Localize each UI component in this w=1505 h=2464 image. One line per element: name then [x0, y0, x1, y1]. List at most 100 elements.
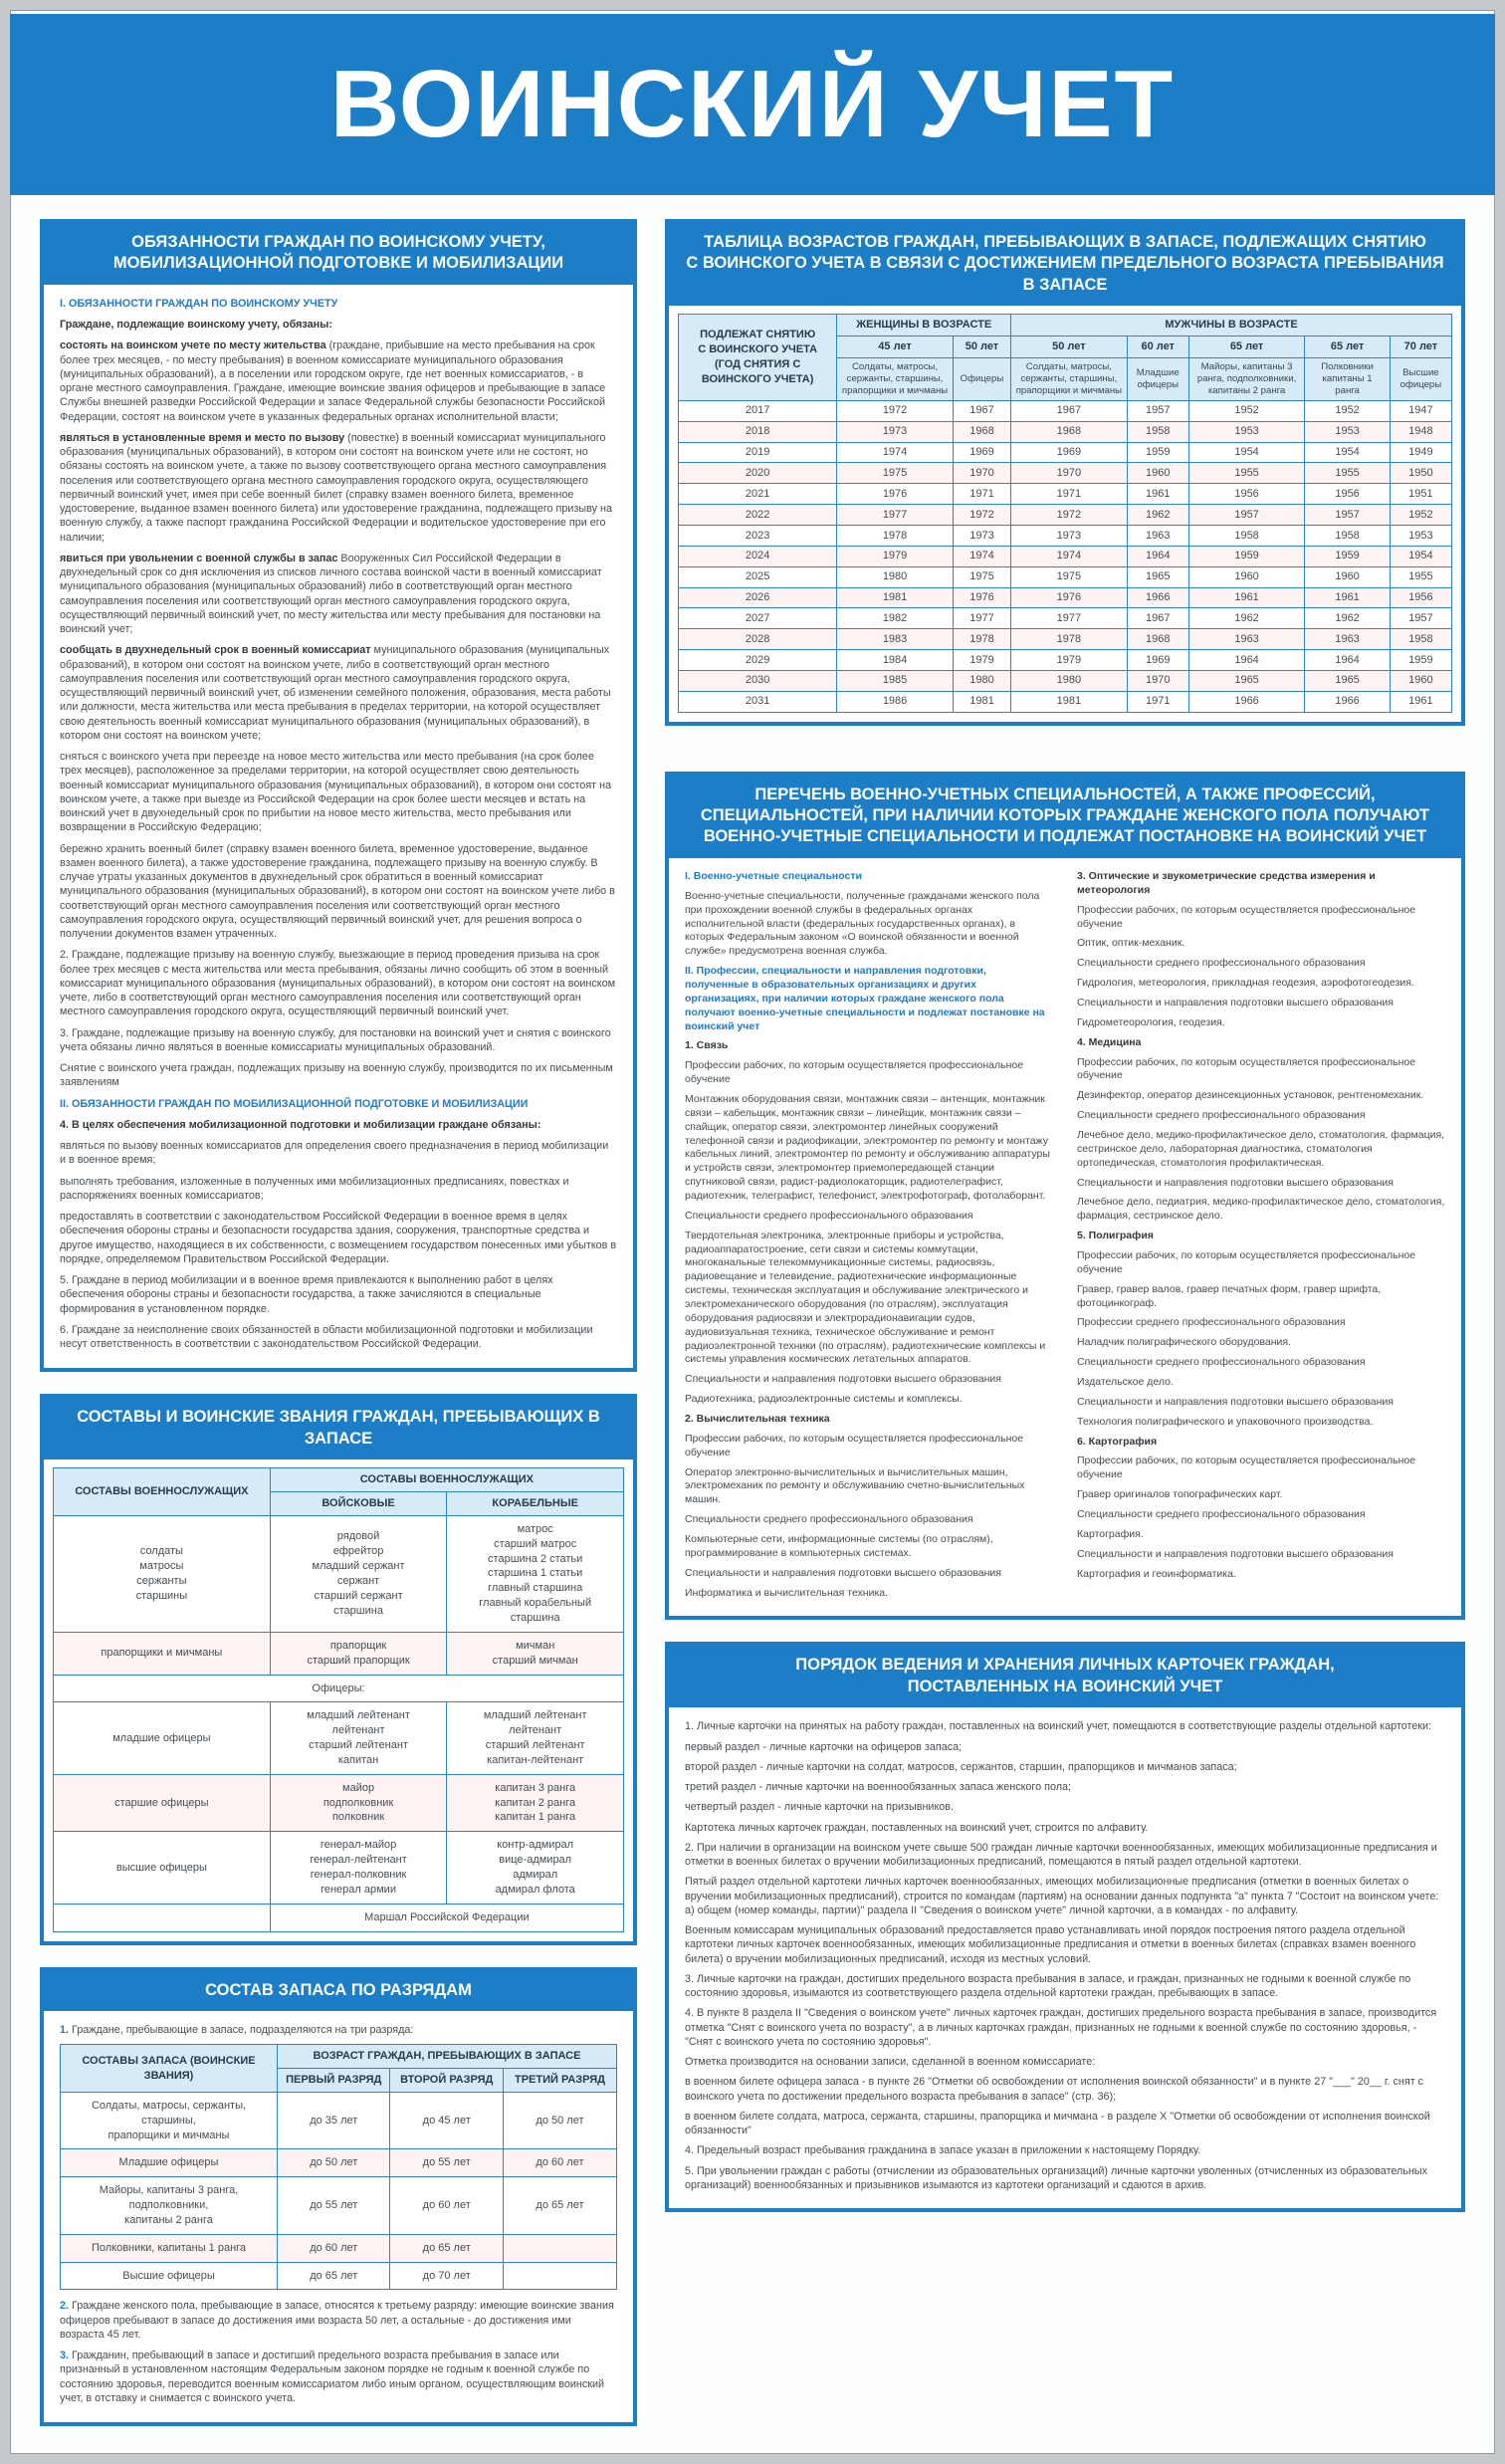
paragraph: Снятие с воинского учета граждан, подлеж…	[60, 1062, 613, 1089]
table-cell: 1966	[1304, 690, 1391, 713]
table-cell: прапорщики и мичманы	[53, 1631, 271, 1676]
paragraph: Профессии среднего профессионального обр…	[1077, 1316, 1346, 1329]
table-cell: 1957	[1389, 607, 1453, 630]
table-cell: 1979	[836, 545, 954, 567]
table-cell: 1960	[1389, 669, 1453, 692]
table-row: 2021 1976 1971 1971 1961 1956 1956 1951	[677, 483, 1453, 506]
category-header: Полковники капитаны 1 ранга	[1304, 357, 1391, 401]
category-header: Офицеры	[952, 357, 1012, 401]
left-column: ОБЯЗАННОСТИ ГРАЖДАН ПО ВОИНСКОМУ УЧЕТУ, …	[40, 219, 637, 2427]
table-cell: 1955	[1187, 462, 1306, 485]
age-header: 65 лет	[1187, 336, 1306, 358]
razryad-table: СОСТАВЫ ЗАПАСА (ВОИНСКИЕ ЗВАНИЯ) ВОЗРАСТ…	[60, 2044, 618, 2291]
table-cell: 1956	[1304, 483, 1391, 506]
table-cell: 1964	[1187, 649, 1306, 671]
table-cell: 1959	[1304, 545, 1391, 567]
paragraph: II. ОБЯЗАННОСТИ ГРАЖДАН ПО МОБИЛИЗАЦИОНН…	[60, 1097, 529, 1110]
paragraph: Картотека личных карточек граждан, поста…	[685, 1821, 1149, 1834]
razryad-3-header: ТРЕТИЙ РАЗРЯД	[502, 2068, 618, 2093]
table-cell: 1962	[1187, 607, 1306, 630]
paragraph: Военно-учетные специальности, полученные…	[685, 889, 1040, 958]
category-header: Солдаты, матросы, сержанты, старшины, пр…	[1010, 357, 1128, 401]
table-cell: 1971	[1126, 690, 1189, 713]
category-header: Высшие офицеры	[1389, 357, 1453, 401]
table-cell: 1965	[1126, 565, 1189, 588]
table-cell: 1984	[836, 649, 954, 671]
ages-panel-title: ТАБЛИЦА ВОЗРАСТОВ ГРАЖДАН, ПРЕБЫВАЮЩИХ В…	[669, 223, 1461, 307]
table-cell: 1961	[1187, 586, 1306, 609]
paragraph: в военном билете солдата, матроса, сержа…	[685, 2110, 1430, 2137]
table-cell: до 65 лет	[276, 2261, 391, 2291]
table-cell: 1961	[1389, 690, 1453, 713]
paragraph: Специальности и направления подготовки в…	[1077, 1547, 1394, 1560]
table-cell: генерал-майор генерал-лейтенант генерал-…	[269, 1831, 448, 1904]
table-cell: Полковники, капитаны 1 ранга	[60, 2233, 278, 2263]
table-cell: 1976	[836, 483, 954, 506]
razryad-rows: Солдаты, матросы, сержанты, старшины, пр…	[60, 2091, 618, 2291]
paragraph: 6. Картография	[1077, 1435, 1158, 1448]
table-row: 2030 1985 1980 1980 1970 1965 1965 1960	[677, 669, 1453, 692]
table-cell: 1975	[1010, 565, 1128, 588]
paragraph: Специальности среднего профессионального…	[1077, 1109, 1366, 1122]
table-cell: 1974	[952, 545, 1012, 567]
paragraph: Специальности среднего профессионального…	[1077, 957, 1366, 970]
table-cell: 1966	[1126, 586, 1189, 609]
paragraph: Лечебное дело, медико-профилактическое д…	[1077, 1128, 1445, 1169]
table-cell: 2021	[677, 483, 838, 506]
vus-panel-title: ПЕРЕЧЕНЬ ВОЕННО-УЧЕТНЫХ СПЕЦИАЛЬНОСТЕЙ, …	[669, 775, 1461, 858]
razryad-1-header: ПЕРВЫЙ РАЗРЯД	[276, 2068, 391, 2093]
paragraph: Профессии рабочих, по которым осуществля…	[1077, 903, 1416, 930]
paragraph: Гравер оригиналов топографических карт.	[1077, 1488, 1283, 1501]
ranks-subheader-army: ВОЙСКОВЫЕ	[269, 1491, 448, 1516]
ranks-table-header: СОСТАВЫ ВОЕННОСЛУЖАЩИХ СОСТАВЫ ВОЕННОСЛУ…	[53, 1467, 625, 1516]
table-cell: 1974	[1010, 545, 1128, 567]
table-cell: до 55 лет	[389, 2148, 504, 2178]
table-cell: 1959	[1389, 649, 1453, 671]
table-cell: 2031	[677, 690, 838, 713]
paragraph: Оптик, оптик-механик.	[1077, 937, 1185, 950]
vus-columns: I. Военно-учетные специальности Военно-уч…	[685, 870, 1445, 1607]
table-cell: 1948	[1389, 420, 1453, 443]
table-cell: 1962	[1126, 504, 1189, 527]
paragraph: Дезинфектор, оператор дезинсекционных ус…	[1077, 1089, 1424, 1102]
paragraph: Информатика и вычислительная техника.	[685, 1586, 889, 1599]
table-cell: до 70 лет	[389, 2261, 504, 2291]
razryad-panel-title: СОСТАВ ЗАПАСА ПО РАЗРЯДАМ	[44, 1970, 633, 2011]
ranks-panel-title: СОСТАВЫ И ВОИНСКИЕ ЗВАНИЯ ГРАЖДАН, ПРЕБЫ…	[44, 1398, 633, 1460]
duties-panel-title: ОБЯЗАННОСТИ ГРАЖДАН ПО ВОИНСКОМУ УЧЕТУ, …	[44, 223, 633, 285]
officers-label: Офицеры:	[53, 1674, 624, 1703]
table-cell: 1967	[952, 399, 1012, 422]
table-cell: 1975	[836, 462, 954, 485]
table-row: солдаты матросы сержанты старшины рядовой…	[53, 1514, 624, 1633]
table-cell: солдаты матросы сержанты старшины	[53, 1514, 271, 1633]
paragraph: 4. В пункте 8 раздела II "Сведения о вои…	[685, 2007, 1437, 2048]
paragraph: 4. Медицина	[1077, 1035, 1142, 1048]
table-cell: 1973	[1010, 525, 1128, 547]
paragraph: Технология полиграфического и упаковочно…	[1077, 1415, 1374, 1428]
category-header: Младшие офицеры	[1126, 357, 1189, 401]
table-cell: Младшие офицеры	[60, 2148, 278, 2178]
table-row: Маршал Российской Федерации	[53, 1903, 625, 1932]
table-cell: 1977	[952, 607, 1012, 630]
table-cell: до 60 лет	[502, 2148, 618, 2178]
table-cell	[502, 2233, 618, 2263]
table-cell: 1970	[952, 462, 1012, 485]
paragraph: Специальности и направления подготовки в…	[1077, 996, 1394, 1008]
razryad-group-header: ВОЗРАСТ ГРАЖДАН, ПРЕБЫВАЮЩИХ В ЗАПАСЕ	[277, 2044, 617, 2070]
table-cell: 1978	[952, 628, 1012, 651]
table-cell: 1976	[1010, 586, 1128, 609]
paragraph: 2. Граждане, подлежащие призыву на военн…	[60, 949, 616, 1018]
ranks-subheader-navy: КОРАБЕЛЬНЫЕ	[446, 1491, 624, 1516]
table-cell: 1971	[1010, 483, 1128, 506]
table-cell: 1967	[1010, 399, 1128, 422]
paragraph: 3. Оптические и звукометрические средств…	[1077, 869, 1376, 896]
table-row: 2026 1981 1976 1976 1966 1961 1961 1956	[677, 586, 1453, 609]
razryad-panel-body: 1. Граждане, пребывающие в запасе, подра…	[44, 2011, 633, 2422]
paragraph: 3. Личные карточки на граждан, достигших…	[685, 1972, 1411, 2000]
paragraph: Картография и геоинформатика.	[1077, 1567, 1236, 1580]
paragraph: 3. Гражданин, пребывающий в запасе и дос…	[60, 2350, 605, 2404]
duties-panel: ОБЯЗАННОСТИ ГРАЖДАН ПО ВОИНСКОМУ УЧЕТУ, …	[40, 219, 637, 1373]
paragraph: Специальности среднего профессионального…	[1077, 1508, 1366, 1520]
table-cell: 1972	[836, 399, 954, 422]
table-cell: до 50 лет	[276, 2148, 391, 2178]
